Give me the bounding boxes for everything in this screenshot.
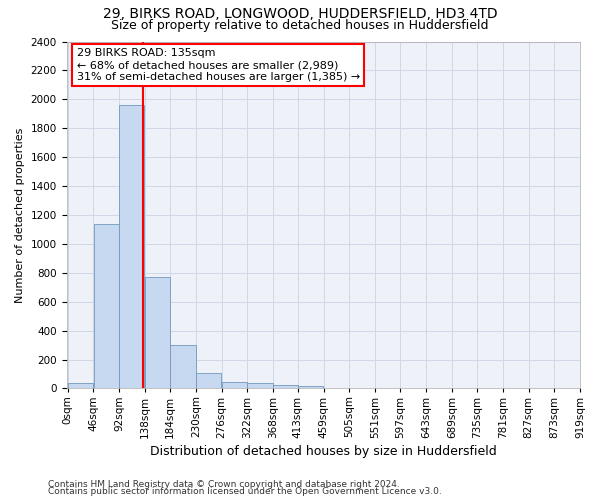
Bar (222, 382, 247, 388)
X-axis label: Distribution of detached houses by size in Huddersfield: Distribution of detached houses by size … (150, 444, 497, 458)
Bar (170, 345, 196, 389)
Bar (94, 224, 119, 388)
Bar (145, 277, 170, 388)
Y-axis label: Number of detached properties: Number of detached properties (15, 128, 25, 302)
Text: 29 BIRKS ROAD: 135sqm
← 68% of detached houses are smaller (2,989)
31% of semi-d: 29 BIRKS ROAD: 135sqm ← 68% of detached … (77, 48, 360, 82)
Text: Size of property relative to detached houses in Huddersfield: Size of property relative to detached ho… (111, 18, 489, 32)
Bar (196, 374, 221, 388)
Text: Contains public sector information licensed under the Open Government Licence v3: Contains public sector information licen… (48, 487, 442, 496)
Bar (247, 383, 272, 388)
Bar (119, 105, 145, 389)
Bar (273, 385, 298, 388)
Text: 29, BIRKS ROAD, LONGWOOD, HUDDERSFIELD, HD3 4TD: 29, BIRKS ROAD, LONGWOOD, HUDDERSFIELD, … (103, 8, 497, 22)
Bar (298, 386, 323, 388)
Bar (68, 384, 93, 388)
Text: Contains HM Land Registry data © Crown copyright and database right 2024.: Contains HM Land Registry data © Crown c… (48, 480, 400, 489)
